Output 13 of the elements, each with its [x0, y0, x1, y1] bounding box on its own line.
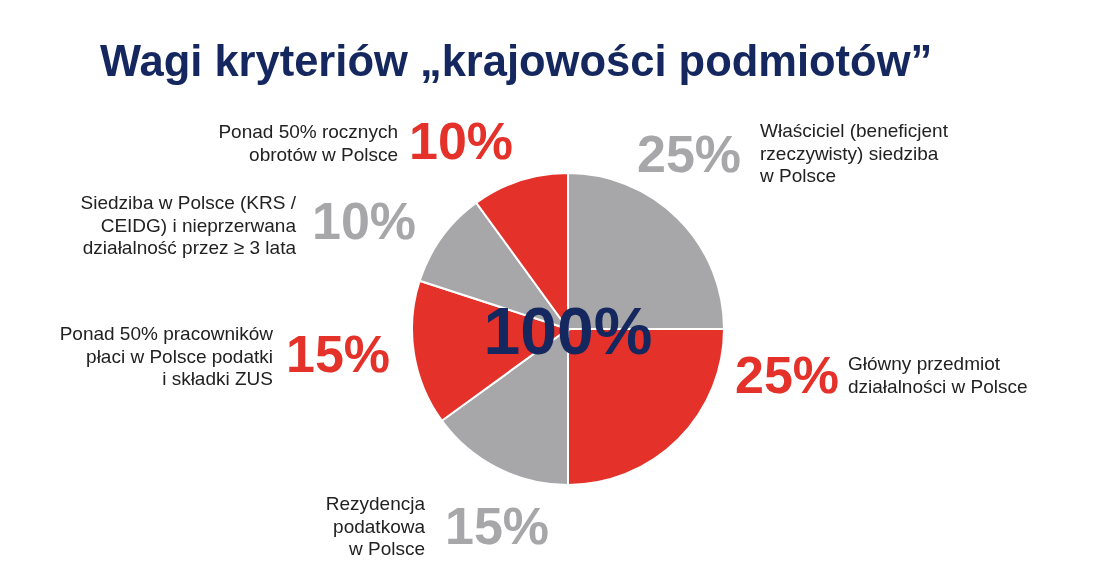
slice-label: Ponad 50% pracowników płaci w Polsce podatki i składki ZUS: [59, 323, 274, 389]
data-label: 10%: [312, 192, 417, 250]
data-label: 15%: [286, 325, 391, 383]
data-label: 10%: [409, 112, 514, 170]
data-label: 25%: [735, 346, 840, 404]
slice-label: Właściciel (beneficjent rzeczywisty) siedziba w Polsce: [759, 120, 949, 186]
data-label: 15%: [445, 497, 550, 555]
chart-title: Wagi kryteriów „krajowości podmiotów”: [100, 37, 933, 85]
data-label: 25%: [637, 125, 742, 183]
slice-label: Ponad 50% rocznych obrotów w Polsce: [218, 121, 398, 165]
slice-label: Główny przedmiot działalności w Polsce: [848, 353, 1028, 397]
slice-label: Rezydencja podatkowa w Polsce: [325, 493, 426, 559]
slice-label: Siedziba w Polsce (KRS / CEIDG) i nieprzerwana działalność przez ≥ 3 lata: [80, 192, 297, 258]
